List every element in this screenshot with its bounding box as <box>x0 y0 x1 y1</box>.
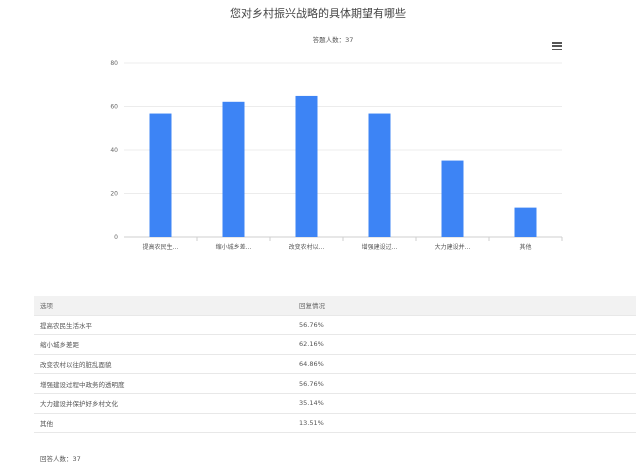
chart-title: 您对乡村振兴战略的具体期望有哪些 <box>230 7 406 20</box>
table-row: 大力建设并保护好乡村文化 35.14% <box>34 393 636 414</box>
value-cell: 35.14% <box>293 393 636 414</box>
table-row: 其他 13.51% <box>34 413 636 434</box>
table-row: 缩小城乡差距 62.16% <box>34 334 636 355</box>
x-tick-label: 提高农民生... <box>143 243 179 251</box>
x-tick-label: 缩小城乡差... <box>216 243 252 251</box>
bar <box>295 95 318 237</box>
option-cell: 缩小城乡差距 <box>34 334 293 355</box>
option-cell: 增强建设过程中政务的透明度 <box>34 373 293 394</box>
y-tick-label: 60 <box>110 104 118 111</box>
option-cell: 改变农村以往的脏乱面貌 <box>34 354 293 375</box>
table-row: 提高农民生活水平 56.76% <box>34 315 636 336</box>
y-tick-label: 20 <box>110 191 118 198</box>
bar <box>222 101 245 237</box>
value-cell: 64.86% <box>293 354 636 375</box>
header-option: 选项 <box>34 296 293 316</box>
x-tick-label: 其他 <box>519 243 531 251</box>
option-cell: 大力建设并保护好乡村文化 <box>34 393 293 414</box>
value-cell: 62.16% <box>293 334 636 355</box>
option-cell: 其他 <box>34 413 293 434</box>
y-tick-label: 80 <box>110 60 118 67</box>
bar-chart: 0 20 40 60 80 提高农民生... 缩小城乡差... 改变农村以... 增强建设过..… <box>110 60 563 251</box>
bar <box>149 113 172 237</box>
y-tick-label: 40 <box>110 147 118 154</box>
results-table: 选项 回复情况 提高农民生活水平 56.76% 缩小城乡差距 62.16% 改变农村… <box>34 296 636 434</box>
option-cell: 提高农民生活水平 <box>34 315 293 336</box>
x-tick-label: 改变农村以... <box>289 243 325 251</box>
value-cell: 56.76% <box>293 373 636 394</box>
table-row: 增强建设过程中政务的透明度 56.76% <box>34 373 636 394</box>
bar <box>368 113 391 237</box>
respondent-count: 答题人数：37 <box>312 36 354 44</box>
hamburger-menu-icon[interactable] <box>552 42 562 51</box>
bar <box>514 207 537 237</box>
x-tick-label: 大力建设并... <box>435 243 471 251</box>
value-cell: 56.76% <box>293 315 636 336</box>
header-response: 回复情况 <box>293 296 636 316</box>
y-tick-label: 0 <box>114 234 118 241</box>
bar <box>441 160 464 237</box>
table-row: 改变农村以往的脏乱面貌 64.86% <box>34 354 636 375</box>
answer-count-footer: 回答人数：37 <box>40 455 81 463</box>
table-header-row: 选项 回复情况 <box>34 296 636 316</box>
x-tick-label: 增强建设过... <box>362 243 398 251</box>
value-cell: 13.51% <box>293 413 636 434</box>
